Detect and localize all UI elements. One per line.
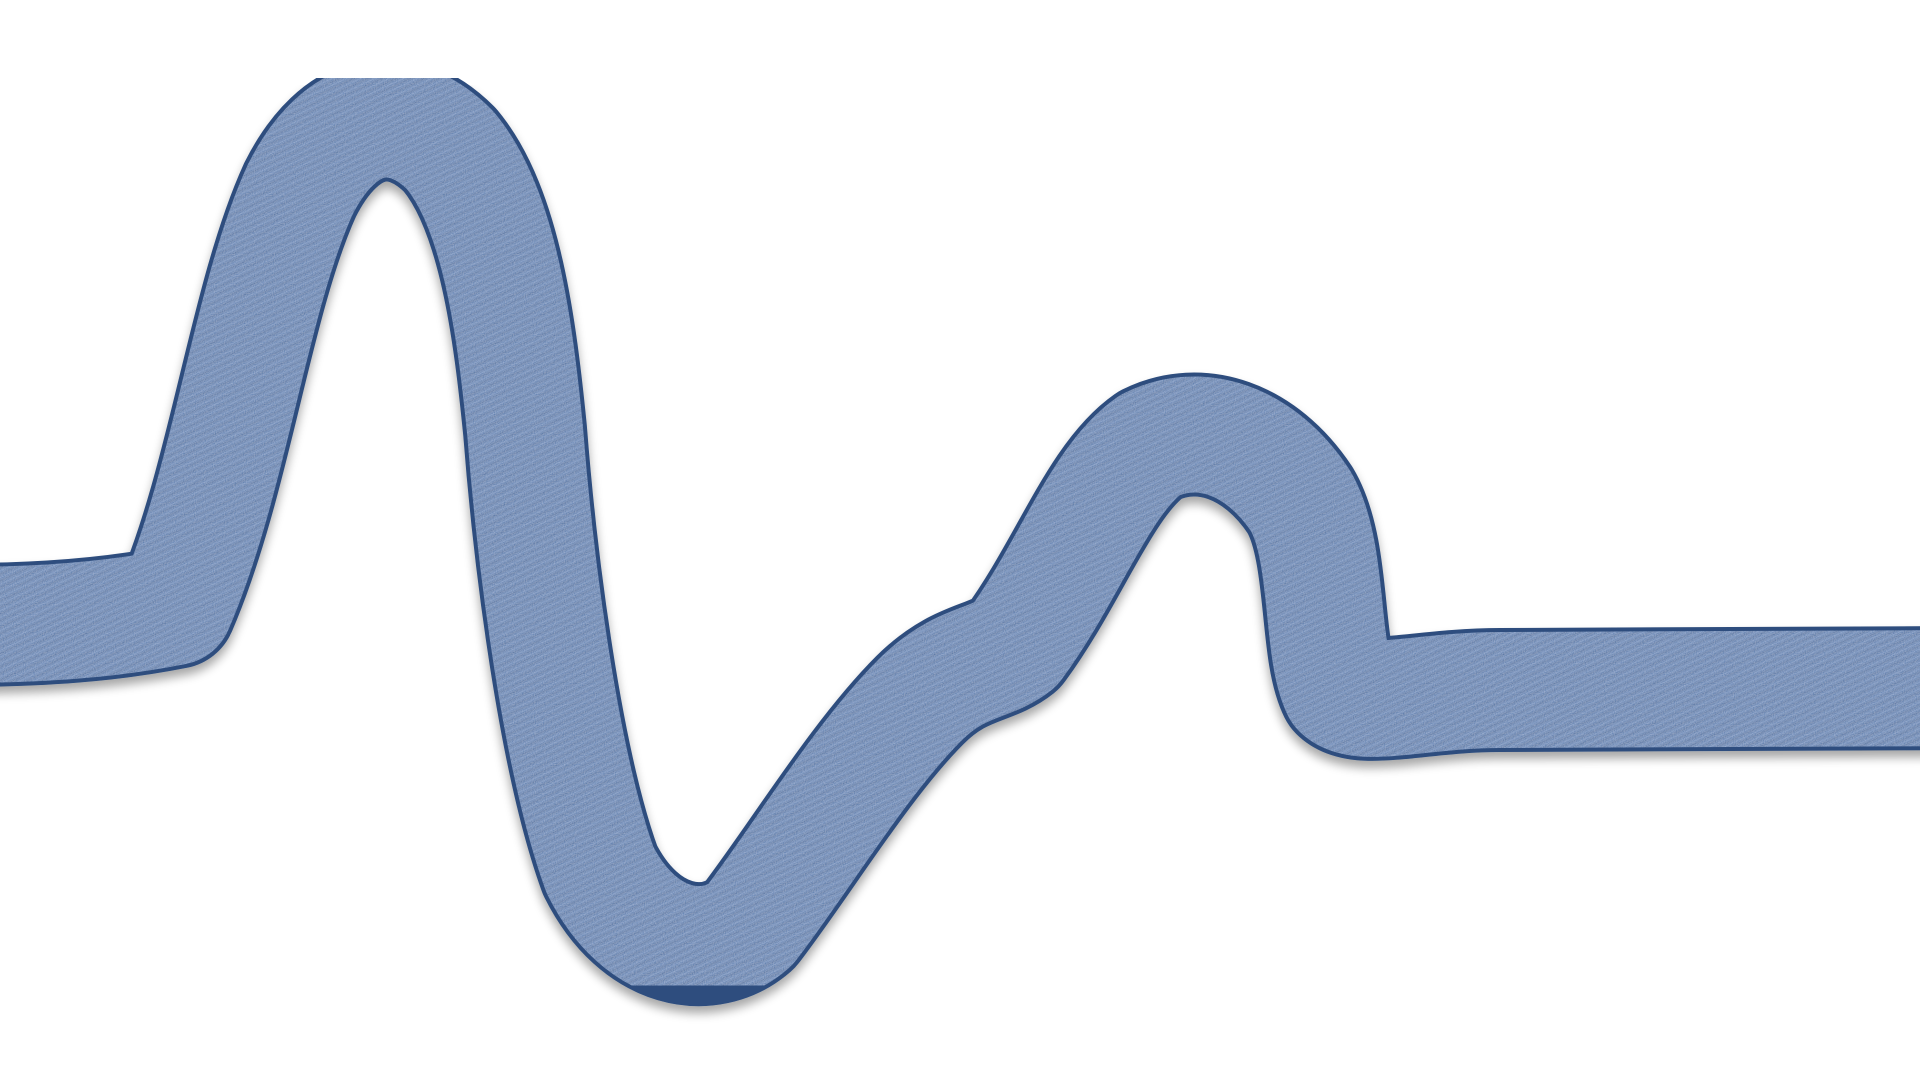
- ribbon-group: [0, 57, 1920, 1007]
- ribbon-body: [0, 61, 1920, 1003]
